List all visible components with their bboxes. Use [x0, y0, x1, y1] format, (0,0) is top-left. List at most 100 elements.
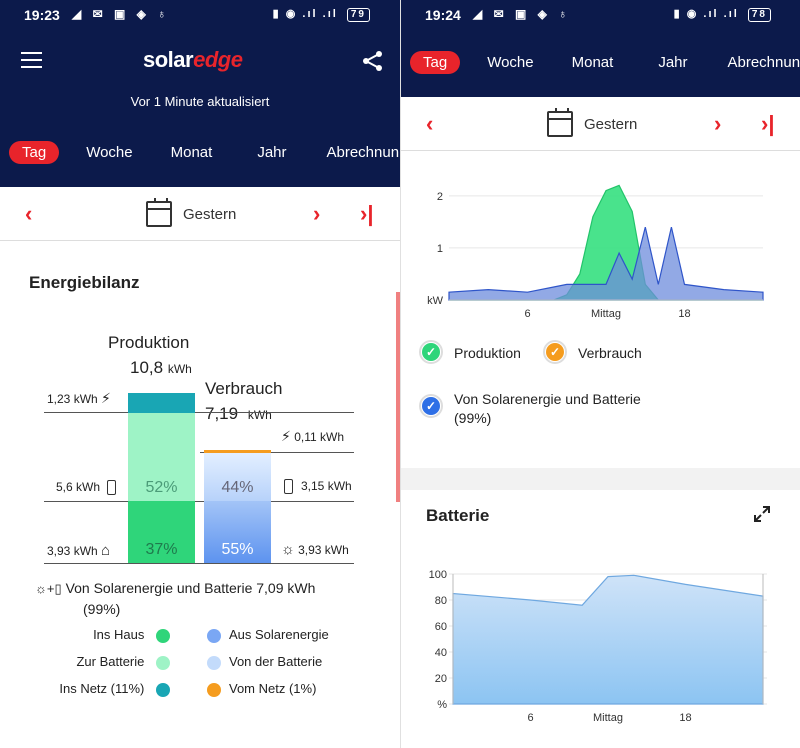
legend-ins-haus: Ins Haus [0, 627, 170, 643]
scroll-indicator[interactable] [396, 292, 400, 502]
y-tick-label: 100 [429, 569, 447, 581]
y-tick-label: 40 [435, 647, 447, 659]
next-day-button[interactable]: › [313, 201, 321, 226]
notification-icons: ◢ ✉ ▣ ◈ ♁ [72, 7, 171, 21]
check-icon: ✓ [422, 397, 440, 415]
production-toggle[interactable]: ✓ [419, 340, 443, 364]
notification-icons-right: ◢ ✉ ▣ ◈ ♁ [473, 7, 572, 21]
y-tick-label: 1 [437, 243, 443, 255]
y-tick-label: 80 [435, 595, 447, 607]
prev-day-button-right[interactable]: ‹ [426, 111, 434, 136]
date-navigator-right: ‹ Gestern › ›| [401, 97, 800, 151]
consumption-battery-segment [204, 453, 271, 501]
app-header [0, 0, 400, 187]
y-tick-label: 20 [435, 673, 447, 685]
status-bar: 19:23 ◢ ✉ ▣ ◈ ♁ ▮ ◉ .ıl .ıl 79 [0, 0, 400, 30]
x-tick-label: 18 [679, 712, 691, 724]
battery-area [452, 574, 764, 705]
legend-vom-netz: Vom Netz (1%) [207, 681, 316, 697]
section-separator [401, 468, 800, 490]
divider-grid [44, 412, 354, 413]
production-house-pct: 37% [145, 541, 178, 558]
tab-tag-right[interactable]: Tag [410, 51, 461, 74]
battery-chart[interactable]: 100 80 60 40 20% 6 Mittag 18 [401, 562, 800, 737]
next-day-button-right[interactable]: › [714, 111, 722, 136]
series-area-consumption [448, 226, 764, 301]
battery-storage-icon-2 [284, 479, 293, 495]
tab-woche-right[interactable]: Woche [487, 54, 534, 71]
pylon-icon: ⚡︎ [101, 390, 111, 406]
tab-abrechnung-right[interactable]: Abrechnun [727, 54, 800, 71]
x-tick-label: 6 [524, 308, 530, 320]
date-label-right[interactable]: Gestern [584, 116, 638, 133]
pylon-icon-2: ⚡︎ [281, 428, 291, 444]
consumption-grid-segment [204, 450, 271, 453]
self-consumption: ☼+▯ Von Solarenergie und Batterie 7,09 k… [35, 580, 316, 617]
prev-day-button[interactable]: ‹ [25, 201, 33, 226]
period-tabs-right: Tag Woche Monat Jahr Abrechnun [410, 51, 800, 74]
last-day-button[interactable]: ›| [360, 201, 374, 226]
y-tick-label: 60 [435, 621, 447, 633]
section-title: Energiebilanz [29, 273, 140, 292]
battery-icon: 79 [346, 8, 370, 22]
tab-abrechnung[interactable]: Abrechnun [326, 144, 400, 161]
check-icon: ✓ [546, 343, 564, 361]
left-screen: 19:23 ◢ ✉ ▣ ◈ ♁ ▮ ◉ .ıl .ıl 79 solaredge… [0, 0, 400, 697]
sun-battery-icon: ☼+▯ [35, 581, 62, 596]
calendar-icon-right[interactable] [547, 108, 573, 137]
date-label[interactable]: Gestern [183, 206, 237, 223]
legend-aus-solar: Aus Solarenergie [207, 627, 329, 643]
consumption-toggle[interactable]: ✓ [543, 340, 567, 364]
status-time-right: 19:24 [425, 7, 461, 23]
consumption-label: Verbrauch [205, 379, 283, 398]
house-icon: ⌂ [101, 542, 111, 559]
period-tabs: Tag Woche Monat Jahr Abrechnun [9, 141, 399, 164]
solaredge-logo: solaredge [143, 47, 243, 72]
divider-bottom [44, 563, 354, 564]
tab-woche[interactable]: Woche [86, 144, 133, 161]
battery-storage-icon [107, 480, 117, 496]
divider-grid-right [200, 452, 354, 453]
y-tick-label: % [437, 699, 447, 711]
last-day-button-right[interactable]: ›| [761, 111, 775, 136]
signal-icons: ▮ ◉ .ıl .ıl 79 [273, 7, 370, 22]
menu-icon[interactable] [21, 52, 42, 68]
consumption-grid-value: ⚡︎ 0,11 kWh [281, 428, 344, 444]
x-tick-label: Mittag [591, 308, 621, 320]
consumption-battery-pct: 44% [221, 479, 254, 496]
tab-tag[interactable]: Tag [9, 141, 60, 164]
consumption-solar-value: ☼ 3,93 kWh [281, 541, 349, 558]
production-grid-segment [128, 393, 195, 413]
calendar-icon[interactable] [146, 198, 172, 227]
battery-icon-right: 78 [747, 8, 771, 22]
tab-monat-right[interactable]: Monat [571, 54, 614, 71]
right-screen: 19:24 ◢ ✉ ▣ ◈ ♁ ▮ ◉ .ıl .ıl 78 Tag Woche… [400, 0, 800, 748]
x-tick-label: 18 [678, 308, 690, 320]
divider-battery [44, 501, 354, 502]
status-bar-right: 19:24 ◢ ✉ ▣ ◈ ♁ ▮ ◉ .ıl .ıl 78 [401, 0, 800, 30]
updated-text: Vor 1 Minute aktualisiert [130, 94, 270, 109]
tab-monat[interactable]: Monat [170, 144, 213, 161]
check-icon: ✓ [422, 343, 440, 361]
production-total: 10,8 kWh [130, 358, 192, 377]
status-time: 19:23 [24, 7, 60, 23]
self-legend-label: Von Solarenergie und Batterie (99%) [454, 391, 641, 426]
production-legend-label: Produktion [454, 345, 521, 361]
x-tick-label: 6 [527, 712, 533, 724]
tab-jahr-right[interactable]: Jahr [658, 54, 688, 71]
x-tick-label: Mittag [593, 712, 623, 724]
production-battery-segment [128, 413, 195, 501]
consumption-solar-segment [204, 501, 271, 563]
app-header-right [401, 0, 800, 97]
legend-zur-batterie: Zur Batterie [0, 654, 170, 670]
self-consumption-toggle[interactable]: ✓ [419, 394, 443, 418]
battery-title: Batterie [426, 506, 490, 525]
y-unit-label: kW [427, 295, 444, 307]
tab-jahr[interactable]: Jahr [257, 144, 287, 161]
expand-icon[interactable] [753, 505, 771, 523]
share-icon[interactable] [362, 50, 384, 72]
power-chart[interactable]: 2 1 kW 6 Mittag 18 [401, 155, 800, 330]
production-label: Produktion [108, 333, 190, 352]
consumption-legend-label: Verbrauch [578, 345, 642, 361]
production-house-segment [128, 501, 195, 563]
